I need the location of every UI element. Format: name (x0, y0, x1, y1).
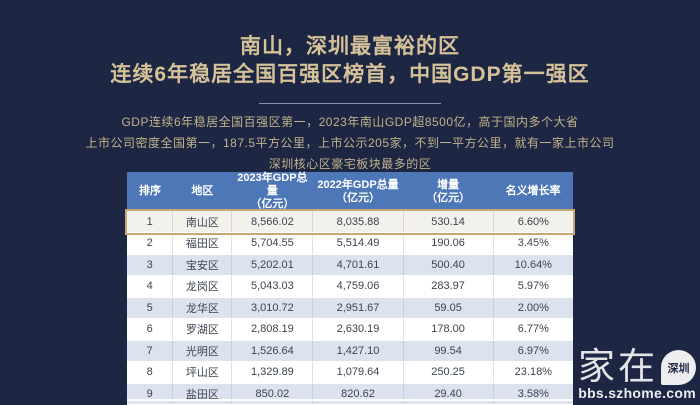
cell-region: 龙岗区 (172, 275, 233, 298)
cell-gdp2023: 5,704.55 (231, 232, 314, 255)
watermark-brand-text: 家在 (578, 347, 658, 388)
cell-region: 南山区 (172, 211, 233, 233)
table-header: 排序 地区 2023年GDP总量 （亿元） 2022年GDP总量 （亿元） 增量 （亿元… (127, 172, 573, 211)
table-row: 5 龙华区 3,010.72 2,951.67 59.05 2.00% (127, 297, 573, 319)
watermark-logo-row: 家在 深圳 (578, 349, 696, 387)
cell-gdp2023: 1,526.64 (231, 340, 314, 362)
table-row: 9 盐田区 850.02 820.62 29.40 3.58% (127, 383, 573, 405)
cell-region: 罗湖区 (172, 318, 233, 341)
cell-region: 坪山区 (172, 361, 233, 384)
page-title-line1: 南山，深圳最富裕的区 (240, 35, 460, 58)
cell-increase: 59.05 (403, 297, 494, 319)
table-row: 7 光明区 1,526.64 1,427.10 99.54 6.97% (127, 340, 573, 362)
cell-gdp2022: 820.62 (312, 383, 404, 405)
cell-gdp2023: 1,329.89 (231, 361, 314, 384)
cell-gdp2022: 4,701.61 (312, 254, 404, 276)
cell-increase: 178.00 (403, 318, 494, 341)
cell-rank: 6 (127, 318, 174, 341)
cell-growth: 3.58% (493, 383, 573, 405)
cell-increase: 250.25 (403, 361, 494, 384)
table-header-row: 排序 地区 2023年GDP总量 （亿元） 2022年GDP总量 （亿元） 增量 （亿元… (127, 172, 573, 211)
table-row: 4 龙岗区 5,043.03 4,759.06 283.97 5.97% (127, 275, 573, 298)
column-header-1: 地区 (172, 172, 232, 211)
cell-gdp2023: 8,566.02 (231, 211, 314, 233)
cell-growth: 6.60% (493, 211, 573, 233)
page-title-line2: 连续6年稳居全国百强区榜首，中国GDP第一强区 (110, 63, 590, 86)
table-cropped-row-sliver (127, 399, 573, 401)
table-row-highlighted: 1 南山区 8,566.02 8,035.88 530.14 6.60% (125, 209, 575, 235)
column-header-4: 增量 （亿元） (403, 172, 494, 211)
table-row: 3 宝安区 5,202.01 4,701.61 500.40 10.64% (127, 254, 573, 276)
cell-rank: 5 (127, 297, 174, 319)
cell-rank: 2 (127, 232, 174, 255)
cell-rank: 9 (127, 383, 174, 405)
cell-rank: 7 (127, 340, 174, 362)
cell-region: 光明区 (172, 340, 233, 362)
cell-gdp2022: 2,951.67 (312, 297, 404, 319)
cell-gdp2023: 5,043.03 (231, 275, 314, 298)
cell-growth: 10.64% (493, 254, 573, 276)
cell-region: 福田区 (172, 232, 233, 255)
title-divider (259, 103, 441, 104)
column-header-5: 名义增长率 (493, 172, 573, 211)
cell-region: 盐田区 (172, 383, 233, 405)
column-header-3: 2022年GDP总量 （亿元） (312, 172, 404, 211)
cell-rank: 1 (127, 211, 174, 233)
cell-gdp2022: 4,759.06 (312, 275, 404, 298)
cell-growth: 6.77% (493, 318, 573, 341)
cell-growth: 3.45% (493, 232, 573, 255)
cell-gdp2022: 5,514.49 (312, 232, 404, 255)
cell-increase: 500.40 (403, 254, 494, 276)
cell-growth: 2.00% (493, 297, 573, 319)
description-line2: 上市公司密度全国第一，187.5平方公里，上市公示205家，不到一平方公里，就有… (85, 136, 615, 150)
table-row: 2 福田区 5,704.55 5,514.49 190.06 3.45% (127, 232, 573, 255)
cell-growth: 6.97% (493, 340, 573, 362)
cell-gdp2022: 1,079.64 (312, 361, 404, 384)
cell-region: 龙华区 (172, 297, 233, 319)
description-line3: 深圳核心区豪宅板块最多的区 (268, 157, 432, 171)
column-header-0: 排序 (127, 172, 173, 211)
cell-increase: 530.14 (403, 211, 494, 233)
cell-growth: 23.18% (493, 361, 573, 384)
watermark: 家在 深圳 bbs.szhome.com (578, 349, 696, 400)
cell-gdp2022: 2,630.19 (312, 318, 404, 341)
cell-gdp2022: 8,035.88 (312, 211, 404, 233)
cell-gdp2023: 2,808.19 (231, 318, 314, 341)
cell-increase: 283.97 (403, 275, 494, 298)
cell-rank: 8 (127, 361, 174, 384)
watermark-url: bbs.szhome.com (578, 385, 696, 401)
table-body: 1 南山区 8,566.02 8,035.88 530.14 6.60% 2 福田区 5,704… (125, 209, 575, 405)
watermark-city-bubble-icon: 深圳 (661, 350, 696, 385)
cell-gdp2023: 5,202.01 (231, 254, 314, 276)
table-row: 8 坪山区 1,329.89 1,079.64 250.25 23.18% (127, 361, 573, 384)
description-line1: GDP连续6年稳居全国百强区第一，2023年南山GDP超8500亿，高于国内多个… (121, 115, 579, 129)
gdp-comparison-table: 排序 地区 2023年GDP总量 （亿元） 2022年GDP总量 （亿元） 增量 （亿元… (125, 172, 575, 405)
cell-rank: 4 (127, 275, 174, 298)
cell-increase: 190.06 (403, 232, 494, 255)
column-header-2: 2023年GDP总量 （亿元） (231, 172, 313, 211)
cell-growth: 5.97% (493, 275, 573, 298)
cell-region: 宝安区 (172, 254, 233, 276)
cell-rank: 3 (127, 254, 174, 276)
cell-gdp2023: 3,010.72 (231, 297, 314, 319)
cell-increase: 99.54 (403, 340, 494, 362)
cell-gdp2022: 1,427.10 (312, 340, 404, 362)
table-row: 6 罗湖区 2,808.19 2,630.19 178.00 6.77% (127, 318, 573, 341)
cell-gdp2023: 850.02 (231, 383, 314, 405)
cell-increase: 29.40 (403, 383, 494, 405)
